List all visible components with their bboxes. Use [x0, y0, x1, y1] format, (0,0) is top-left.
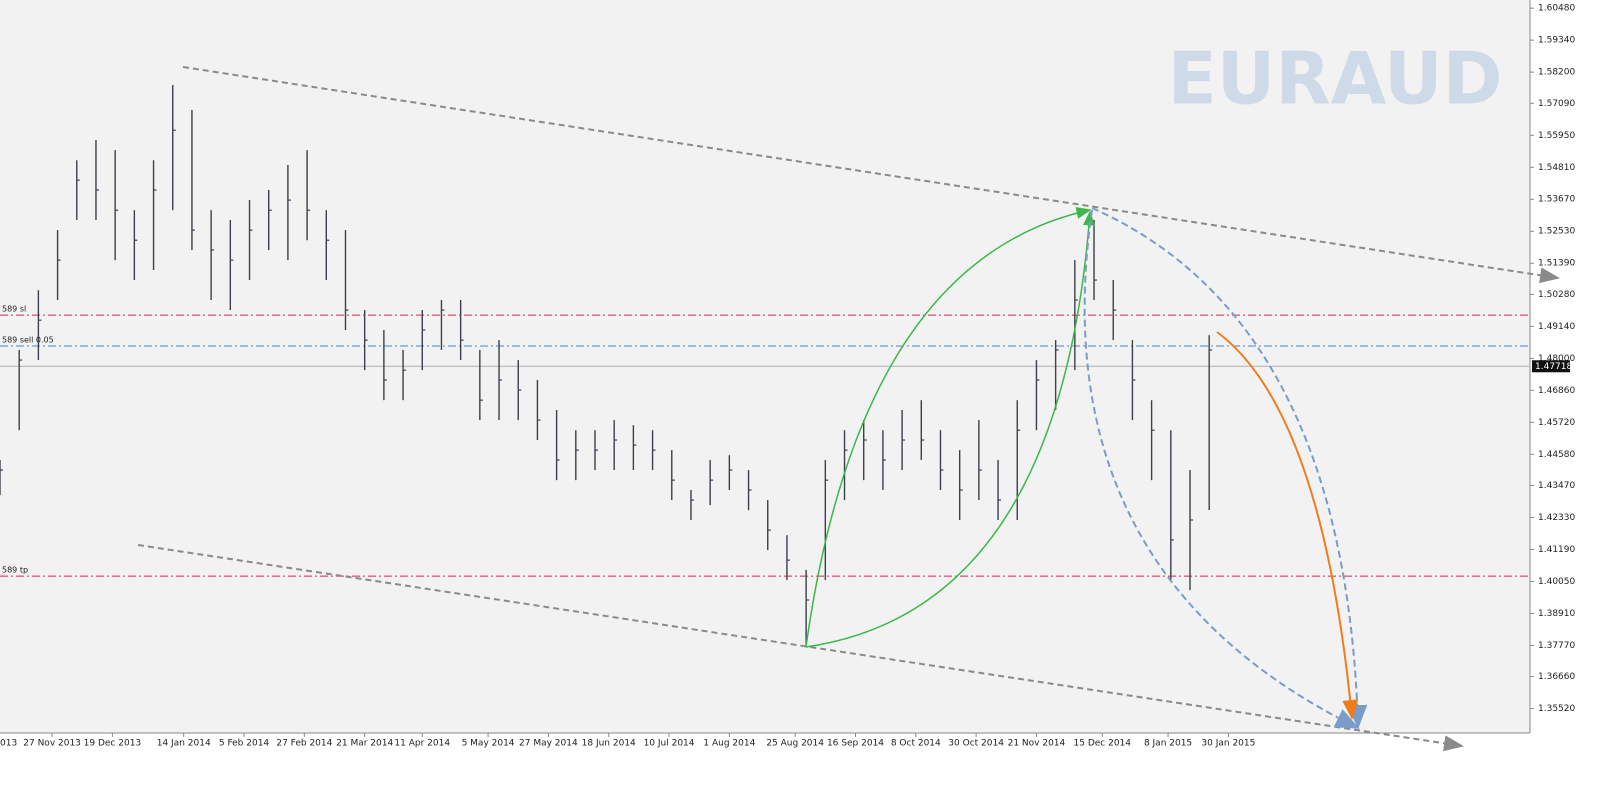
x-tick-label: 11 Apr 2014 [394, 739, 450, 749]
y-tick-label: 1.54810 [1538, 163, 1575, 173]
y-tick-label: 1.49140 [1538, 322, 1575, 332]
x-tick-label: 5 Feb 2014 [219, 739, 270, 749]
x-tick-label: 5 May 2014 [462, 739, 515, 749]
y-tick-label: 1.38910 [1538, 609, 1575, 619]
x-tick-label: 8 Jan 2015 [1144, 739, 1192, 749]
x-tick-label: 013 [0, 739, 17, 749]
y-tick-label: 1.37770 [1538, 641, 1575, 651]
x-tick-label: 25 Aug 2014 [766, 739, 824, 749]
y-tick-label: 1.58200 [1538, 68, 1575, 78]
watermark: EURAUD [1168, 37, 1503, 121]
blue-arrow [1091, 207, 1368, 729]
blue-arrow [1083, 209, 1360, 729]
annotations [137, 66, 1560, 752]
x-tick-label: 16 Sep 2014 [827, 739, 884, 749]
x-tick-label: 27 May 2014 [519, 739, 578, 749]
trend-line [137, 544, 1464, 752]
y-tick-label: 1.40050 [1538, 577, 1575, 587]
green-arrow [805, 207, 1092, 648]
y-tick-label: 1.41190 [1538, 545, 1575, 555]
green-arrow [805, 210, 1095, 648]
y-tick-label: 1.43470 [1538, 481, 1575, 491]
y-tick-label: 1.36660 [1538, 672, 1575, 682]
x-tick-label: 30 Oct 2014 [948, 739, 1004, 749]
x-tick-label: 8 Oct 2014 [891, 739, 941, 749]
current-price-label: 1.47718 [1535, 362, 1572, 372]
y-tick-label: 1.57090 [1538, 99, 1575, 109]
y-tick-label: 1.48000 [1538, 354, 1575, 364]
level-label: 589 sl [2, 305, 26, 314]
plot: 589 sl 589 sell 0.05 589 tp [0, 85, 1530, 646]
y-tick-label: 1.35520 [1538, 704, 1575, 714]
x-tick-label: 10 Jul 2014 [644, 739, 695, 749]
y-tick-label: 1.50280 [1538, 290, 1575, 300]
x-tick-label: 21 Nov 2014 [1008, 739, 1066, 749]
y-tick-label: 1.46860 [1538, 386, 1575, 396]
y-tick-label: 1.45720 [1538, 418, 1575, 428]
x-tick-label: 18 Jun 2014 [582, 739, 636, 749]
x-tick-label: 19 Dec 2013 [84, 739, 142, 749]
y-tick-label: 1.42330 [1538, 513, 1575, 523]
x-tick-label: 1 Aug 2014 [703, 739, 755, 749]
y-tick-label: 1.53670 [1538, 195, 1575, 205]
y-tick-label: 1.60480 [1538, 4, 1575, 14]
level-label: 589 tp [2, 566, 28, 575]
y-tick-label: 1.59340 [1538, 36, 1575, 46]
trend-line [182, 66, 1560, 284]
orange-arrow [1216, 331, 1359, 720]
y-tick-label: 1.55950 [1538, 131, 1575, 141]
x-tick-label: 21 Mar 2014 [336, 739, 393, 749]
y-tick-label: 1.44580 [1538, 450, 1575, 460]
level-label: 589 sell 0.05 [2, 336, 54, 345]
x-tick-label: 27 Nov 2013 [23, 739, 81, 749]
y-tick-label: 1.52530 [1538, 227, 1575, 237]
y-tick-label: 1.51390 [1538, 259, 1575, 269]
current-price-box [1532, 360, 1570, 373]
x-tick-label: 14 Jan 2014 [157, 739, 211, 749]
x-tick-label: 27 Feb 2014 [276, 739, 332, 749]
x-tick-label: 15 Dec 2014 [1074, 739, 1132, 749]
x-tick-label: 30 Jan 2015 [1201, 739, 1255, 749]
